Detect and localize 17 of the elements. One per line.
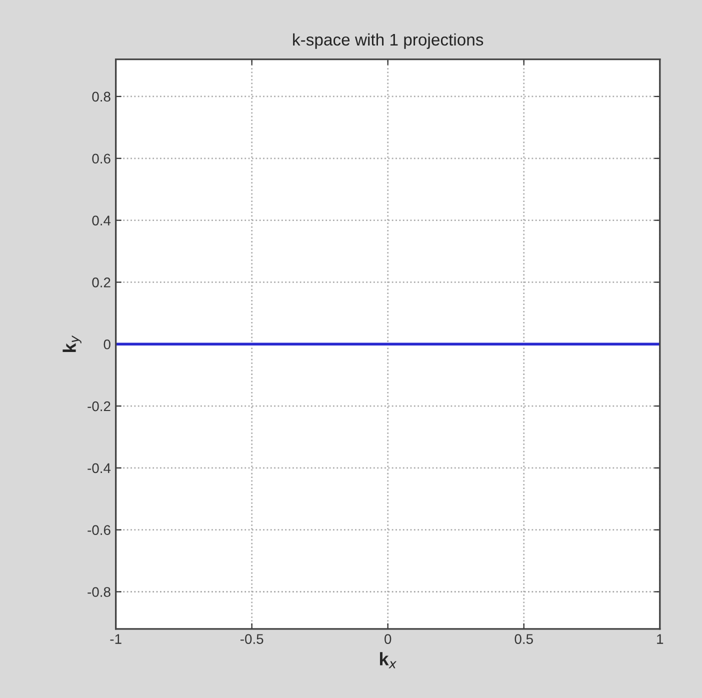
x-tick-label: -1 <box>110 634 122 644</box>
y-tick-label: 0.4 <box>92 216 111 226</box>
x-tick-label: 0 <box>384 634 392 644</box>
y-tick-label: 0.6 <box>92 154 110 164</box>
chart-title: k-space with 1 projections <box>293 33 484 49</box>
y-tick-label: -0.6 <box>88 525 110 536</box>
x-tick-label: 0.5 <box>514 634 533 644</box>
y-tick-label: -0.8 <box>88 587 110 597</box>
x-axis-title: k$_{x}$ <box>380 652 397 668</box>
x-tick-label: -0.5 <box>240 634 264 644</box>
y-tick-label: -0.4 <box>88 463 111 474</box>
y-tick-label: -0.2 <box>88 401 110 412</box>
x-tick-label: 1 <box>657 634 664 644</box>
y-tick-label: 0 <box>104 339 110 350</box>
y-axis-title: k$_{y}$ <box>62 335 82 352</box>
y-tick-label: 0.2 <box>92 278 110 288</box>
y-tick-label: 0.8 <box>92 92 110 102</box>
